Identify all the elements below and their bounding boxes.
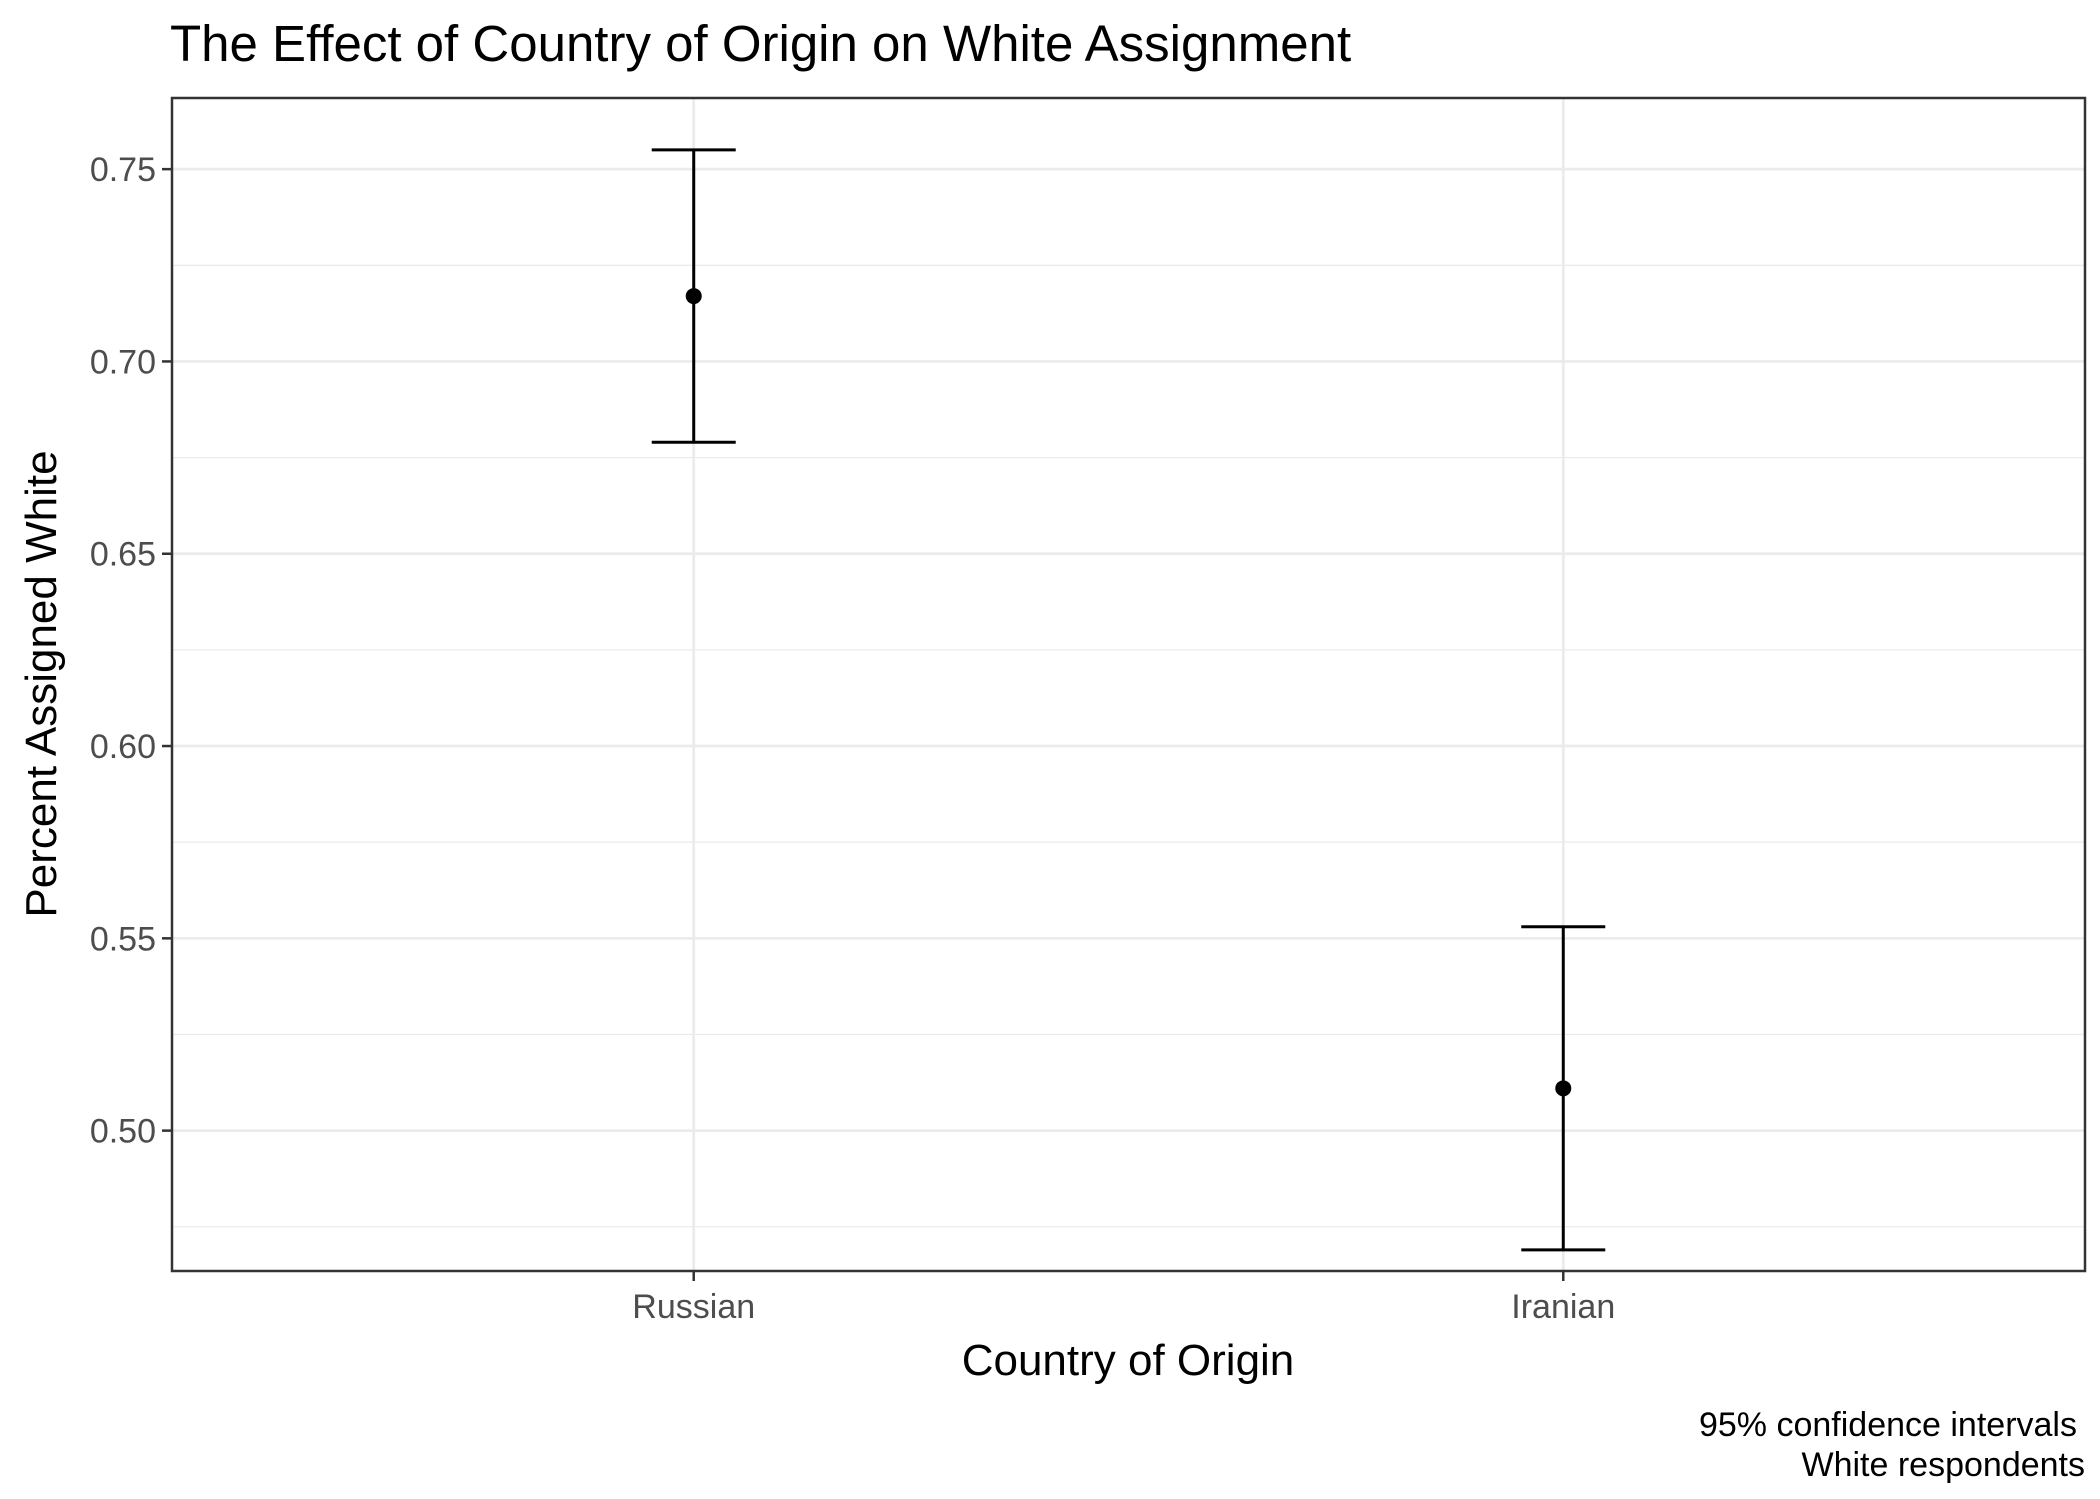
caption-line-1: 95% confidence intervals bbox=[1699, 1406, 2077, 1444]
x-tick-label-1: Iranian bbox=[1511, 1288, 1615, 1326]
x-axis-ticks: Russian Iranian bbox=[632, 1271, 1615, 1326]
y-tick-label-4: 0.70 bbox=[90, 343, 156, 381]
y-tick-label-3: 0.65 bbox=[90, 536, 156, 574]
chart-title: The Effect of Country of Origin on White… bbox=[170, 15, 1351, 72]
x-tick-label-0: Russian bbox=[632, 1288, 755, 1326]
gridlines bbox=[172, 98, 2085, 1271]
x-axis-title: Country of Origin bbox=[962, 1336, 1295, 1385]
caption-line-2: White respondents bbox=[1802, 1446, 2086, 1484]
y-tick-label-5: 0.75 bbox=[90, 151, 156, 189]
y-axis-title: Percent Assigned White bbox=[17, 450, 66, 917]
y-tick-label-1: 0.55 bbox=[90, 920, 156, 958]
y-tick-label-0: 0.50 bbox=[90, 1113, 156, 1151]
point-estimate-iranian bbox=[1555, 1080, 1572, 1097]
point-estimate-russian bbox=[685, 288, 702, 305]
data-marks bbox=[651, 148, 1606, 1252]
plot-panel-border bbox=[170, 96, 2087, 1273]
y-axis-ticks: 0.50 0.55 0.60 0.65 0.70 0.75 bbox=[90, 151, 172, 1151]
y-tick-label-2: 0.60 bbox=[90, 728, 156, 766]
